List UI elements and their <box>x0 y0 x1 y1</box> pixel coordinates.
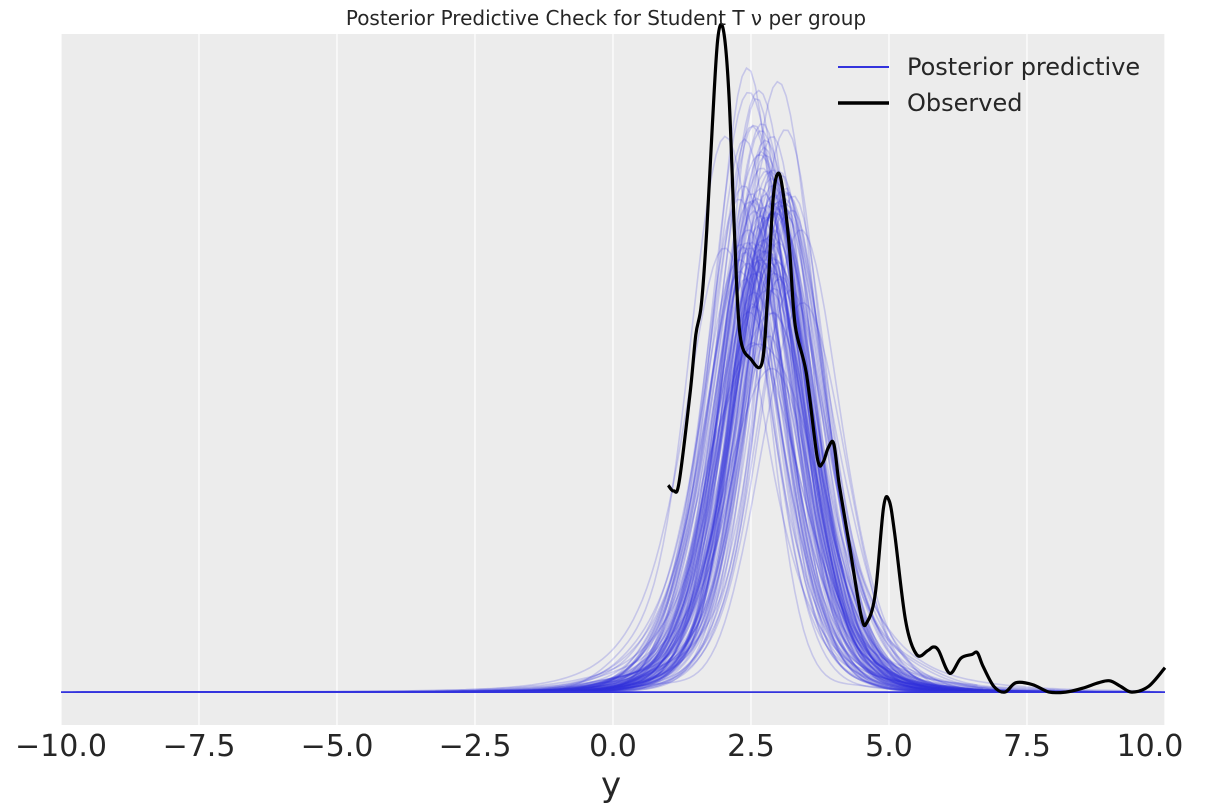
legend: Posterior predictive Observed <box>838 53 1140 117</box>
posterior-draw-line <box>405 193 1055 693</box>
x-tick-label: −5.0 <box>301 729 374 764</box>
posterior-draw-line <box>443 124 1049 693</box>
legend-label-posterior: Posterior predictive <box>907 53 1140 81</box>
x-tick-label: 0.0 <box>589 729 637 764</box>
x-tick-label: 10.0 <box>1117 729 1184 764</box>
chart-title: Posterior Predictive Check for Student T… <box>346 6 866 30</box>
observed-line <box>666 22 1167 695</box>
x-tick-label: 2.5 <box>727 729 775 764</box>
legend-label-observed: Observed <box>907 89 1022 117</box>
x-tick-label: 5.0 <box>865 729 913 764</box>
x-tick-label: 7.5 <box>1003 729 1051 764</box>
posterior-draw-line <box>435 137 984 692</box>
grid-lines <box>60 34 1166 725</box>
x-tick-labels: −10.0 −7.5 −5.0 −2.5 0.0 2.5 5.0 7.5 10.0 <box>15 729 1183 764</box>
posterior-draw-line <box>446 185 976 693</box>
posterior-draw-line <box>413 341 983 693</box>
observed-series <box>666 22 1167 695</box>
x-tick-label: −10.0 <box>15 729 107 764</box>
posterior-draw-line <box>363 136 978 693</box>
posterior-draw-line <box>450 248 1060 693</box>
x-tick-label: −2.5 <box>439 729 512 764</box>
posterior-draw-line <box>467 200 1024 693</box>
posterior-draw-line <box>458 262 1042 693</box>
x-axis-label: y <box>601 765 621 805</box>
x-tick-label: −7.5 <box>163 729 236 764</box>
